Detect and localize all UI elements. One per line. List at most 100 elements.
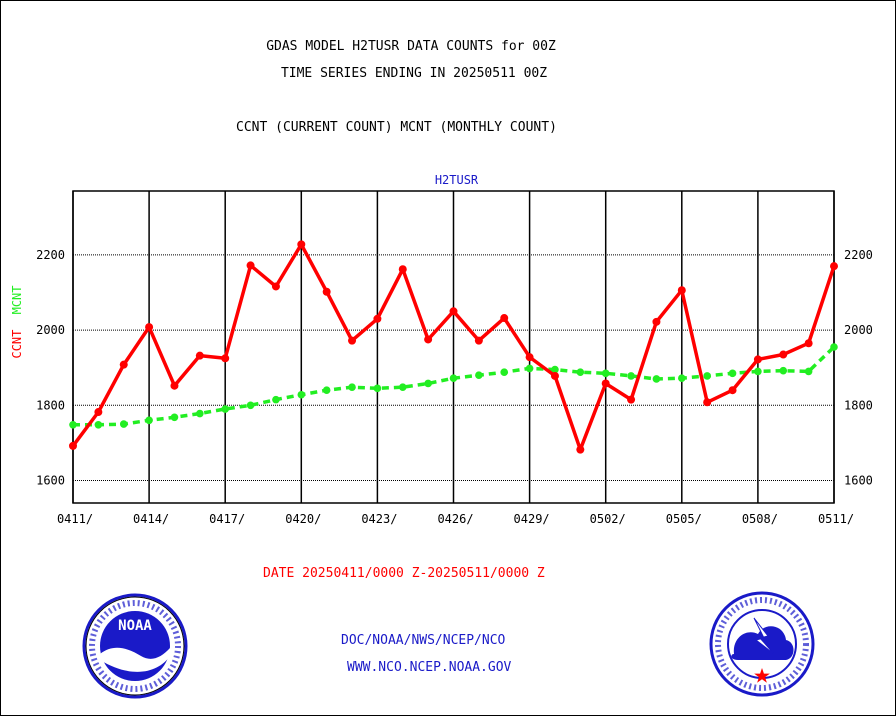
lightning-icon [753,617,775,655]
x-tick-label: 0426/ [437,512,473,526]
data-point-ccnt [550,371,559,380]
national-weather-service-logo [709,591,815,697]
data-point-mcnt [322,386,331,395]
data-point-ccnt [576,445,585,454]
data-point-mcnt [449,374,458,383]
data-point-ccnt [69,441,77,450]
data-point-mcnt [779,366,788,375]
data-point-mcnt [551,365,559,374]
data-point-ccnt [779,350,788,359]
data-point-mcnt [221,405,229,413]
data-point-mcnt [246,401,255,410]
x-tick-label: 0423/ [361,512,397,526]
series-description: CCNT (CURRENT COUNT) MCNT (MONTHLY COUNT… [236,120,557,135]
noaa-logo: NOAA [82,593,188,699]
y-axis-label-ccnt: CCNT [10,330,24,359]
x-ticks: 0411/0414/0417/0420/0423/0426/0429/0502/… [57,512,854,526]
data-point-ccnt [804,339,813,348]
data-point-mcnt [297,390,306,399]
data-point-mcnt [576,368,585,376]
data-point-ccnt [195,351,204,360]
y-ticks-left: 1600 1800 2000 2200 [36,248,65,488]
y-tick-label-left: 2200 [36,248,65,262]
data-point-ccnt [348,336,357,345]
y-tick-label-right: 1800 [844,398,873,412]
data-point-mcnt [500,368,509,376]
data-point-ccnt [145,323,154,332]
data-point-ccnt [94,408,103,417]
data-point-ccnt [246,261,255,270]
data-point-ccnt [830,262,838,271]
data-point-mcnt [145,416,153,425]
website-url: WWW.NCO.NCEP.NOAA.GOV [347,660,512,675]
data-point-ccnt [297,240,306,249]
data-point-mcnt [196,409,204,418]
data-point-ccnt [677,286,686,295]
data-point-mcnt [754,367,762,376]
data-point-mcnt [728,369,737,378]
date-range: DATE 20250411/0000 Z-20250511/0000 Z [263,566,545,581]
noaa-bird-icon [100,647,170,672]
data-point-ccnt [449,307,458,316]
y-axis-label: CCNT MCNT [10,285,24,358]
data-point-ccnt [601,379,610,388]
data-point-mcnt [398,383,407,392]
data-point-ccnt [221,354,230,363]
y-tick-label-left: 1600 [36,473,65,487]
data-point-mcnt [69,421,77,429]
data-point-ccnt [474,336,483,345]
data-point-mcnt [601,369,610,378]
data-point-ccnt [170,381,179,390]
y-tick-label-right: 2200 [844,248,873,262]
data-point-mcnt [119,420,128,428]
x-tick-label: 0502/ [590,512,626,526]
data-point-ccnt [424,335,433,344]
data-point-mcnt [170,413,179,422]
plot-title: H2TUSR [435,173,479,187]
data-point-ccnt [322,287,331,296]
y-tick-label-right: 1600 [844,473,873,487]
x-tick-label: 0511/ [818,512,854,526]
data-point-mcnt [627,372,635,380]
x-tick-label: 0417/ [209,512,245,526]
star-icon [754,668,770,683]
noaa-logo-text: NOAA [118,618,152,634]
data-point-mcnt [652,375,661,383]
data-point-ccnt [652,317,661,326]
data-point-mcnt [475,371,483,379]
page-title: GDAS MODEL H2TUSR DATA COUNTS for 00Z [266,39,556,54]
data-point-mcnt [272,395,280,404]
data-point-mcnt [373,384,382,393]
data-point-mcnt [348,383,356,392]
data-point-mcnt [703,372,711,380]
data-point-ccnt [753,355,762,364]
x-tick-label: 0505/ [666,512,702,526]
data-point-mcnt [424,379,432,388]
y-axis-label-mcnt: MCNT [10,285,24,314]
y-tick-label-left: 2000 [36,323,65,337]
data-point-ccnt [703,398,712,407]
page-subtitle: TIME SERIES ENDING IN 20250511 00Z [280,66,548,81]
y-tick-label-right: 2000 [844,323,873,337]
data-point-ccnt [119,360,128,369]
data-point-ccnt [728,386,737,395]
data-point-ccnt [398,265,407,274]
data-point-ccnt [500,314,509,323]
x-tick-label: 0414/ [133,512,169,526]
data-point-ccnt [271,282,280,291]
series-layer [69,240,838,454]
x-tick-label: 0411/ [57,512,93,526]
grid [72,191,835,503]
x-tick-label: 0420/ [285,512,321,526]
y-ticks-right: 1600 1800 2000 2200 [844,248,873,488]
x-tick-label: 0508/ [742,512,778,526]
data-point-ccnt [525,353,534,362]
y-tick-label-left: 1800 [36,398,65,412]
data-point-mcnt [525,364,534,373]
data-point-mcnt [830,343,838,351]
data-point-mcnt [94,421,103,429]
data-point-ccnt [373,314,382,323]
series-mcnt [69,343,838,429]
